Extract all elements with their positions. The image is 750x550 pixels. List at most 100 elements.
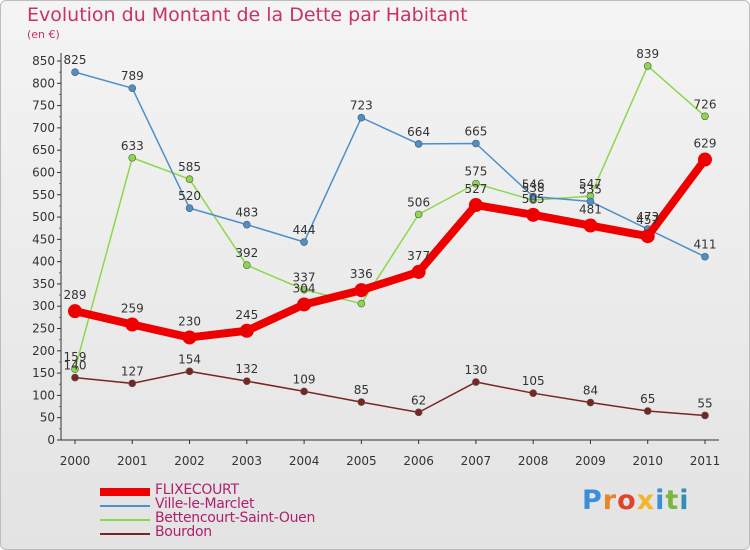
- data-label-bourdon: 109: [293, 372, 316, 386]
- data-label-flixecourt: 304: [293, 281, 316, 295]
- data-label-flixecourt: 377: [407, 249, 430, 263]
- logo-letter: x: [636, 485, 656, 516]
- data-point-flixecourt: [297, 297, 312, 312]
- legend-item-bettencourt-saint-ouen: Bettencourt-Saint-Ouen: [100, 510, 360, 528]
- data-label-bettencourt-saint-ouen: 547: [579, 177, 602, 191]
- data-point-flixecourt: [583, 218, 598, 233]
- y-tick-label: 450: [32, 232, 55, 246]
- y-tick-label: 300: [32, 299, 55, 313]
- y-tick-label: 550: [32, 188, 55, 202]
- data-label-flixecourt: 245: [235, 308, 258, 322]
- data-point-ville-le-marclet: [586, 197, 595, 206]
- data-point-bettencourt-saint-ouen: [414, 210, 423, 219]
- data-label-ville-le-marclet: 411: [694, 238, 717, 252]
- data-label-bourdon: 154: [178, 352, 201, 366]
- data-point-ville-le-marclet: [243, 220, 251, 229]
- data-label-bourdon: 55: [697, 396, 712, 410]
- data-label-ville-le-marclet: 473: [636, 210, 659, 224]
- data-label-bettencourt-saint-ouen: 633: [121, 139, 144, 153]
- logo-letter: o: [617, 485, 637, 516]
- y-tick-label: 100: [32, 388, 55, 402]
- data-label-bettencourt-saint-ouen: 392: [235, 246, 258, 260]
- data-point-ville-le-marclet: [71, 68, 79, 76]
- data-label-bettencourt-saint-ouen: 538: [522, 181, 545, 195]
- data-label-ville-le-marclet: 520: [178, 189, 201, 203]
- y-tick-label: 250: [32, 322, 55, 336]
- data-point-bettencourt-saint-ouen: [243, 261, 251, 270]
- data-label-flixecourt: 336: [350, 267, 373, 281]
- y-tick-label: 400: [32, 255, 55, 269]
- data-point-bourdon: [643, 407, 652, 415]
- data-label-ville-le-marclet: 665: [464, 124, 487, 138]
- data-label-flixecourt: 230: [178, 314, 201, 328]
- data-point-bettencourt-saint-ouen: [357, 299, 366, 308]
- data-label-bourdon: 127: [121, 364, 144, 378]
- data-point-bettencourt-saint-ouen: [128, 153, 137, 162]
- data-label-ville-le-marclet: 535: [579, 182, 602, 196]
- legend-swatch-bourdon: [100, 533, 150, 535]
- data-point-ville-le-marclet: [185, 204, 194, 212]
- data-point-ville-le-marclet: [300, 238, 308, 246]
- legend-swatch-flixecourt: [100, 488, 150, 496]
- x-tick-label: 2004: [289, 454, 320, 468]
- data-point-ville-le-marclet: [529, 192, 537, 201]
- y-tick-label: 200: [32, 344, 55, 358]
- data-label-ville-le-marclet: 825: [64, 53, 87, 67]
- data-point-flixecourt: [239, 323, 254, 338]
- y-tick-label: 600: [32, 165, 55, 179]
- data-point-flixecourt: [640, 229, 655, 244]
- x-tick-label: 2000: [60, 454, 91, 468]
- series-line-bourdon: [74, 370, 706, 417]
- data-label-bourdon: 65: [640, 392, 655, 406]
- y-tick-label: 650: [32, 143, 55, 157]
- data-point-bourdon: [701, 411, 709, 420]
- data-point-bettencourt-saint-ouen: [643, 62, 652, 70]
- series-line-ville-le-marclet: [74, 71, 706, 258]
- data-point-flixecourt: [526, 207, 541, 222]
- x-tick-label: 2009: [575, 454, 606, 468]
- legend-swatch-ville-le-marclet: [100, 505, 150, 507]
- data-label-flixecourt: 457: [636, 213, 659, 227]
- data-point-bettencourt-saint-ouen: [71, 365, 79, 373]
- logo-letter: P: [582, 485, 603, 516]
- data-point-bourdon: [586, 398, 595, 407]
- y-tick-label: 500: [32, 210, 55, 224]
- data-point-bourdon: [185, 367, 194, 376]
- x-tick-label: 2007: [461, 454, 492, 468]
- data-label-flixecourt: 629: [694, 137, 717, 151]
- data-label-flixecourt: 259: [121, 302, 144, 316]
- y-tick-label: 0: [47, 433, 55, 447]
- data-label-bourdon: 84: [583, 384, 598, 398]
- data-label-ville-le-marclet: 483: [235, 206, 258, 220]
- data-point-bourdon: [243, 377, 251, 385]
- data-label-flixecourt: 289: [64, 288, 87, 302]
- legend-item-flixecourt: FLIXECOURT: [100, 482, 360, 500]
- series-line-bettencourt-saint-ouen: [74, 65, 706, 370]
- data-point-bettencourt-saint-ouen: [185, 175, 194, 183]
- data-point-bourdon: [300, 387, 308, 396]
- x-tick-label: 2002: [174, 454, 205, 468]
- x-tick-label: 2010: [632, 454, 663, 468]
- data-label-ville-le-marclet: 723: [350, 99, 373, 113]
- data-label-bourdon: 140: [64, 359, 87, 373]
- x-tick-label: 2011: [690, 454, 721, 468]
- chart-subtitle: (en €): [27, 28, 60, 41]
- data-point-bourdon: [357, 398, 366, 406]
- logo-letter: t: [665, 485, 680, 516]
- data-label-ville-le-marclet: 546: [522, 178, 545, 192]
- legend-label-ville-le-marclet: Ville-le-Marclet: [155, 496, 255, 512]
- legend-swatch-bettencourt-saint-ouen: [100, 519, 150, 521]
- x-tick-label: 2008: [518, 454, 549, 468]
- data-point-bettencourt-saint-ouen: [300, 285, 308, 294]
- data-point-bettencourt-saint-ouen: [701, 112, 709, 121]
- data-point-bourdon: [529, 389, 537, 397]
- data-point-ville-le-marclet: [357, 113, 366, 122]
- data-label-bettencourt-saint-ouen: 159: [64, 350, 87, 364]
- x-tick-label: 2001: [117, 454, 148, 468]
- data-label-flixecourt: 527: [464, 182, 487, 196]
- y-tick-label: 50: [40, 411, 55, 425]
- legend-label-bourdon: Bourdon: [155, 524, 212, 540]
- data-label-bourdon: 132: [235, 362, 258, 376]
- data-label-ville-le-marclet: 789: [121, 69, 144, 83]
